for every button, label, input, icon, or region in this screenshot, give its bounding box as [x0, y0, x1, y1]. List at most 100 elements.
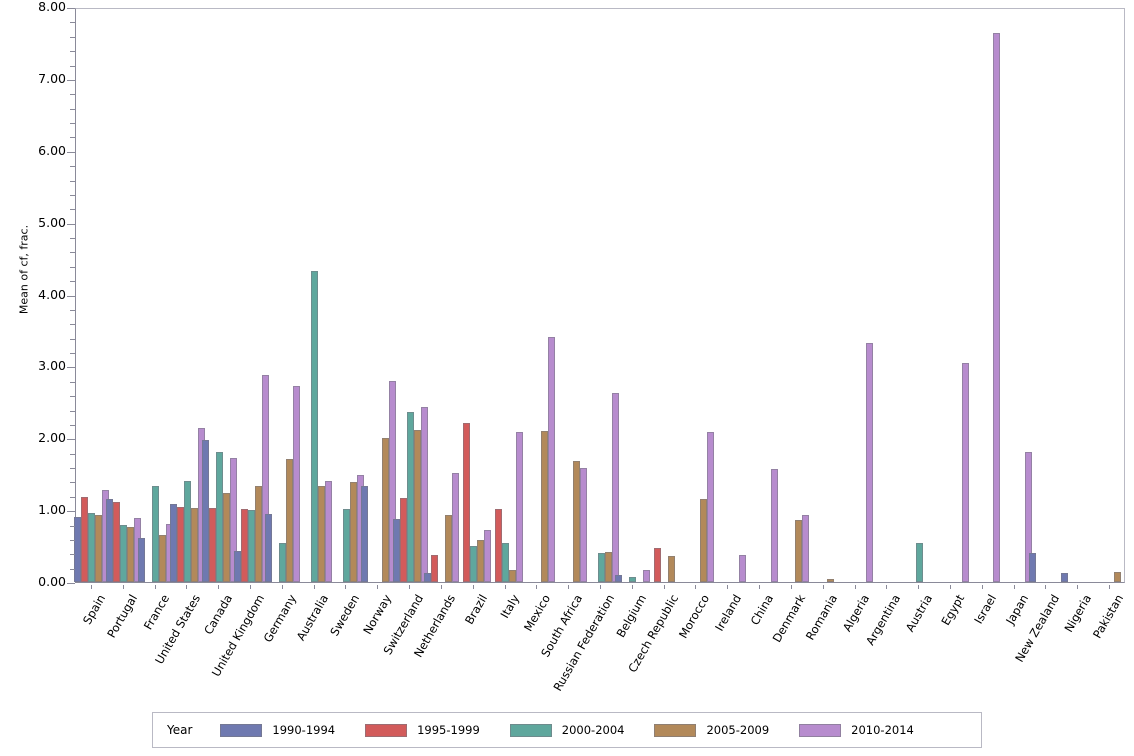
x-axis-tick [345, 585, 347, 589]
x-axis-tick-label: China [747, 592, 777, 628]
bar [265, 514, 273, 582]
y-axis-minor-tick [70, 338, 75, 340]
legend-entry[interactable]: 1990-1994 [220, 723, 335, 737]
bar [770, 469, 778, 582]
bars-layer [74, 9, 1124, 582]
bar [215, 451, 223, 582]
y-axis-tick [67, 511, 75, 513]
x-axis-tick-label: Canada [201, 592, 236, 637]
bar [495, 508, 503, 582]
x-axis-tick [822, 585, 824, 589]
y-axis-minor-tick [70, 568, 75, 570]
y-axis-minor-tick [70, 496, 75, 498]
y-axis-minor-tick [70, 554, 75, 556]
bar [229, 457, 237, 582]
y-axis-tick-label: 5.00 [38, 214, 66, 230]
y-axis-tick-label: 7.00 [38, 70, 66, 86]
bar [88, 513, 96, 582]
legend-entry[interactable]: 2005-2009 [654, 723, 769, 737]
y-axis-minor-tick [70, 180, 75, 182]
legend-title: Year [167, 723, 193, 737]
bar [286, 459, 294, 582]
bar [152, 486, 160, 582]
x-axis-tick-label: Portugal [103, 592, 140, 641]
y-axis-minor-tick [70, 453, 75, 455]
bar [572, 461, 580, 582]
y-axis-tick [67, 583, 75, 584]
x-axis-tick [854, 585, 856, 589]
legend: Year 1990-1994 1995-1999 2000-2004 2005-200… [152, 712, 982, 748]
bar [431, 554, 439, 582]
bar [706, 431, 714, 582]
y-axis-minor-tick [70, 381, 75, 383]
bar [279, 543, 287, 582]
legend-label: 2010-2014 [851, 723, 914, 737]
x-axis-tick-label: Ireland [712, 592, 745, 634]
bar [254, 485, 262, 582]
bar [643, 569, 651, 582]
bar [961, 362, 969, 582]
bar [169, 503, 177, 582]
x-axis-tick [250, 585, 251, 589]
y-axis-title: Mean of cf, frac. [17, 224, 31, 315]
legend-swatch [365, 723, 408, 737]
bar [1060, 573, 1068, 582]
bar [604, 551, 612, 582]
y-axis-minor-tick [70, 166, 75, 168]
bar [388, 381, 396, 582]
y-axis-minor-tick [70, 410, 75, 412]
y-axis-minor-tick [70, 309, 75, 311]
legend-entries: 1990-1994 1995-1999 2000-2004 2005-2009 2010… [220, 723, 943, 737]
x-axis-tick [504, 585, 506, 589]
bar [176, 507, 184, 582]
y-axis-minor-tick [70, 209, 75, 211]
x-axis-tick-label: Morocco [676, 592, 713, 641]
bar [915, 543, 923, 582]
x-axis-tick-label: Austria [902, 592, 936, 635]
bar [699, 499, 707, 582]
y-axis-tick [67, 295, 75, 297]
bar [802, 515, 810, 582]
bar [127, 527, 135, 582]
bar [81, 497, 89, 582]
x-axis-tick [663, 585, 665, 589]
bar [795, 520, 803, 582]
x-axis-tick [90, 585, 92, 589]
legend-entry[interactable]: 2000-2004 [509, 723, 624, 737]
bar [342, 509, 350, 582]
x-axis-tick [377, 585, 379, 589]
x-axis-tick-label: Russian Federation [550, 592, 618, 694]
x-axis-tick-label: Algeria [839, 592, 872, 635]
y-axis-tick-label: 8.00 [38, 0, 66, 14]
legend-label: 1990-1994 [272, 723, 336, 737]
bar [611, 392, 619, 582]
x-axis-tick [1045, 585, 1047, 589]
legend-entry[interactable]: 2010-2014 [799, 723, 914, 737]
x-axis-tick [1077, 585, 1079, 589]
bar [318, 486, 326, 582]
bar [120, 524, 128, 582]
y-axis-minor-tick [70, 424, 75, 426]
legend-entry[interactable]: 1995-1999 [365, 723, 480, 737]
bar [325, 480, 333, 582]
x-axis-tick [950, 585, 951, 589]
y-axis-minor-tick [70, 266, 75, 268]
bar [392, 518, 400, 582]
x-axis-tick-label: Israel [971, 592, 999, 627]
x-axis-tick-label: Norway [360, 592, 395, 637]
y-axis-minor-tick [70, 108, 75, 110]
bar [106, 499, 114, 582]
legend-label: 1995-1999 [417, 723, 480, 737]
y-axis-minor-tick [70, 482, 75, 484]
y-axis-minor-tick [70, 525, 75, 527]
x-axis-tick [281, 585, 283, 589]
bar [424, 572, 432, 582]
bar [668, 556, 676, 582]
bar [516, 431, 524, 582]
x-axis-tick [759, 585, 761, 589]
legend-swatch [509, 723, 552, 737]
bar [463, 423, 471, 582]
plot-area [74, 8, 1125, 583]
y-axis-minor-tick [70, 468, 75, 469]
legend-swatch [654, 723, 697, 737]
